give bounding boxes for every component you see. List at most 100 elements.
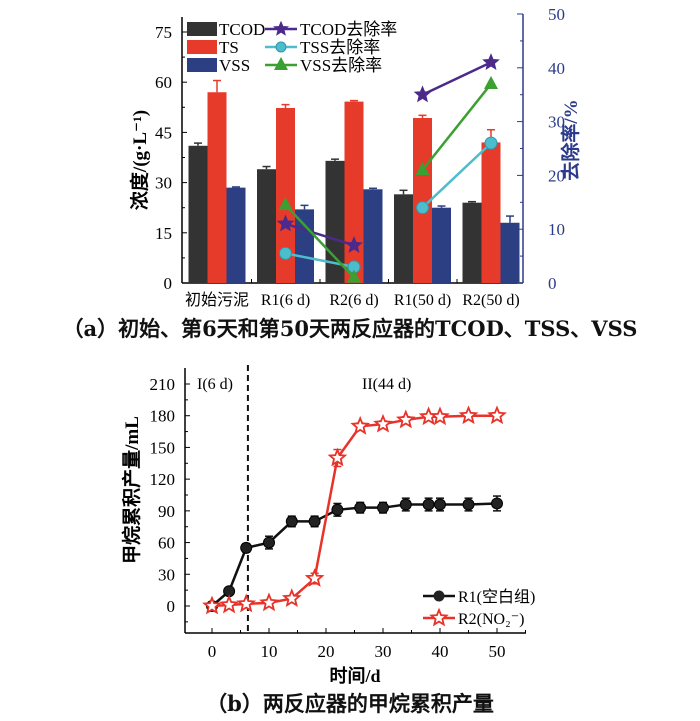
rate-point <box>347 269 361 283</box>
rate-point <box>278 196 293 210</box>
data-point <box>240 541 253 554</box>
rate-point <box>345 235 363 253</box>
rate-point <box>482 53 500 70</box>
legend-swatch <box>187 22 217 36</box>
rate-point <box>415 162 430 176</box>
rate-point <box>413 85 432 103</box>
data-point <box>373 413 393 433</box>
series-line <box>211 414 497 608</box>
bar-ts <box>481 142 501 283</box>
y-tick-label: 120 <box>150 470 176 489</box>
bar-vss <box>363 189 383 283</box>
data-point <box>202 595 222 615</box>
x-tick-label: R1(50 d) <box>394 292 451 309</box>
y-axis-label: 浓度/(g·L⁻¹) <box>128 110 151 210</box>
data-point <box>331 503 344 516</box>
legend-label: TSS去除率 <box>300 38 380 57</box>
x-tick-label: 0 <box>208 642 217 661</box>
y-tick-label: 75 <box>155 23 172 42</box>
data-point <box>236 593 257 613</box>
bar-tcod <box>188 145 208 283</box>
data-point <box>430 406 450 426</box>
y2-tick-label: 0 <box>548 274 557 293</box>
series-line <box>211 502 498 607</box>
x-tick-label: 10 <box>261 642 278 661</box>
bar-tcod <box>394 194 413 283</box>
y-tick-label: 90 <box>158 502 175 521</box>
bar-ts <box>276 107 295 283</box>
legend-marker <box>275 41 287 53</box>
data-point <box>395 409 416 429</box>
data-point <box>491 497 503 510</box>
legend-label: TCOD <box>219 20 265 39</box>
bar-vss <box>226 187 246 283</box>
y-tick-label: 0 <box>167 597 176 616</box>
bar-vss <box>432 207 451 283</box>
rate-line <box>285 222 355 247</box>
rate-point <box>279 246 292 260</box>
y2-tick-label: 50 <box>548 5 565 24</box>
x-tick-label: R2(50 d) <box>462 292 519 309</box>
data-point <box>399 498 412 511</box>
x-tick-label: 50 <box>489 642 506 661</box>
x-tick-label: 40 <box>432 642 449 661</box>
data-point <box>434 498 446 511</box>
chart-b: 0 30 60 90 120 150 180 210 0 10 20 30 40 50 时间/d 甲烷累积产量… <box>120 365 535 686</box>
data-point <box>422 498 435 511</box>
data-point <box>259 592 279 612</box>
y2-tick-label: 20 <box>548 166 565 185</box>
legend-marker <box>429 607 449 627</box>
legend-label: TCOD去除率 <box>300 20 397 39</box>
y-tick-label: 15 <box>155 224 172 243</box>
phase-label: I(6 d) <box>197 376 233 393</box>
data-point <box>263 536 275 549</box>
data-point <box>285 515 298 528</box>
data-point <box>354 501 367 514</box>
rate-point <box>276 214 295 232</box>
chart-a: 0 15 30 45 60 75 0 10 20 30 40 50 浓度/(g·L⁻¹) 去除率/% 初始污… <box>128 5 582 309</box>
bar-tcod <box>257 169 276 283</box>
x-tick-label: 30 <box>375 642 392 661</box>
legend-swatch <box>187 40 217 54</box>
x-axis-label: 时间/d <box>329 666 380 686</box>
legend-label: R2(NO₂⁻) <box>458 611 524 628</box>
y-tick-label: 60 <box>158 534 175 553</box>
x-tick-label: R1(6 d) <box>261 292 310 309</box>
y-tick-label: 180 <box>150 407 176 426</box>
legend-label: R1(空白组) <box>458 588 535 606</box>
y-tick-label: 30 <box>158 565 175 584</box>
data-point <box>304 568 325 587</box>
rate-line <box>421 83 492 171</box>
data-point <box>327 447 348 467</box>
bar-ts <box>344 101 364 284</box>
phase-label: II(44 d) <box>362 376 411 393</box>
legend-marker <box>273 20 289 36</box>
rate-point <box>416 201 429 215</box>
y-tick-label: 45 <box>155 123 172 142</box>
y-axis-label: 甲烷累积产量/mL <box>120 416 143 564</box>
data-point <box>350 415 371 435</box>
data-point <box>458 405 479 425</box>
y2-tick-label: 40 <box>548 59 565 78</box>
legend-marker <box>274 57 288 70</box>
y-tick-label: 210 <box>150 375 176 394</box>
rate-line <box>421 61 492 96</box>
data-point <box>462 498 475 511</box>
rate-point <box>484 75 498 89</box>
legend-swatch <box>187 58 217 72</box>
y2-axis-label: 去除率/% <box>559 99 582 180</box>
y-tick-label: 150 <box>150 438 176 457</box>
data-point <box>487 405 507 425</box>
bar-ts <box>207 92 227 284</box>
y2-tick-label: 10 <box>548 220 565 239</box>
legend-label: VSS去除率 <box>300 56 382 75</box>
caption-a: （a）初始、第6天和第50天两反应器的TCOD、TSS、VSS <box>62 316 638 341</box>
data-point <box>281 588 302 608</box>
y-tick-label: 30 <box>155 174 172 193</box>
y2-tick-label: 30 <box>548 113 565 132</box>
caption-b: （b）两反应器的甲烷累积产量 <box>206 691 494 716</box>
data-point <box>377 501 389 514</box>
data-point <box>308 515 321 528</box>
rate-line <box>284 204 355 279</box>
